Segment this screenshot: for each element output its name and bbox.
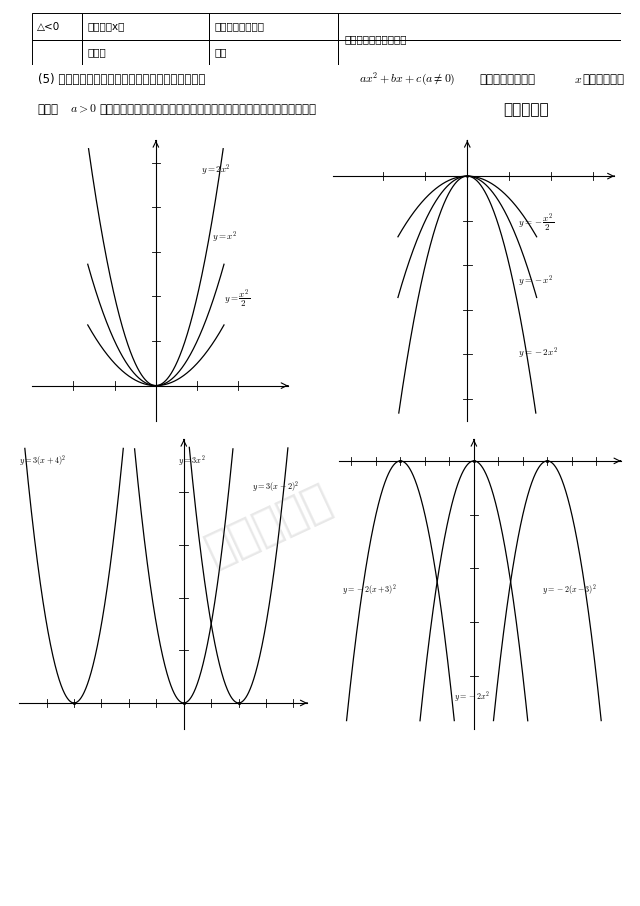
Text: 下面以: 下面以 (38, 102, 59, 116)
Text: $y=x^2$: $y=x^2$ (212, 229, 237, 245)
Bar (82, 13, 209, 40)
Text: $y=2x^2$: $y=2x^2$ (202, 163, 231, 178)
Text: $y=3x^2$: $y=3x^2$ (179, 453, 206, 467)
Text: 二次三项式的值恒: 二次三项式的值恒 (214, 21, 264, 31)
Text: 时为例，揭示二次函数、二次三项式和一元二次方程之间的内在联系：: 时为例，揭示二次函数、二次三项式和一元二次方程之间的内在联系： (100, 102, 317, 116)
Text: $a>0$: $a>0$ (70, 102, 97, 116)
Text: (5) 与二次函数有关的还有二次三项式，二次三项式: (5) 与二次函数有关的还有二次三项式，二次三项式 (38, 72, 205, 86)
Text: △<0: △<0 (36, 23, 60, 33)
Text: 无交点: 无交点 (88, 47, 107, 57)
Bar (338, 40, 621, 65)
Text: 抛物线与x轴: 抛物线与x轴 (88, 21, 125, 31)
Text: $y=-\dfrac{x^2}{2}$: $y=-\dfrac{x^2}{2}$ (518, 212, 554, 234)
Text: 社会员水印: 社会员水印 (199, 477, 339, 573)
Text: $y=3(x-2)^2$: $y=3(x-2)^2$ (252, 479, 300, 494)
Text: $y=-2x^2$: $y=-2x^2$ (518, 345, 557, 361)
Text: $y=-2(x-3)^2$: $y=-2(x-3)^2$ (543, 582, 597, 596)
Bar (82, 40, 209, 65)
Text: $y=\dfrac{x^2}{2}$: $y=\dfrac{x^2}{2}$ (224, 287, 250, 310)
Bar (338, 13, 621, 40)
Text: $ax^2+bx+c(a\neq 0)$: $ax^2+bx+c(a\neq 0)$ (359, 71, 455, 88)
Bar (32, 13, 82, 40)
Text: 为正: 为正 (214, 47, 227, 57)
Bar (209, 40, 338, 65)
Text: 一元二次方程无实数根: 一元二次方程无实数根 (344, 34, 406, 44)
Text: 本身就是所含字母: 本身就是所含字母 (479, 72, 536, 86)
Text: $y=-2x^2$: $y=-2x^2$ (454, 689, 490, 704)
Text: $x$: $x$ (573, 72, 582, 86)
Text: $y=3(x+4)^2$: $y=3(x+4)^2$ (19, 453, 67, 467)
Text: 图像参考：: 图像参考： (503, 101, 548, 117)
Text: 的二次函数；: 的二次函数； (582, 72, 625, 86)
Bar (32, 40, 82, 65)
Bar (209, 13, 338, 40)
Text: $y=-x^2$: $y=-x^2$ (518, 275, 553, 289)
Text: $y=-2(x+3)^2$: $y=-2(x+3)^2$ (342, 582, 397, 596)
